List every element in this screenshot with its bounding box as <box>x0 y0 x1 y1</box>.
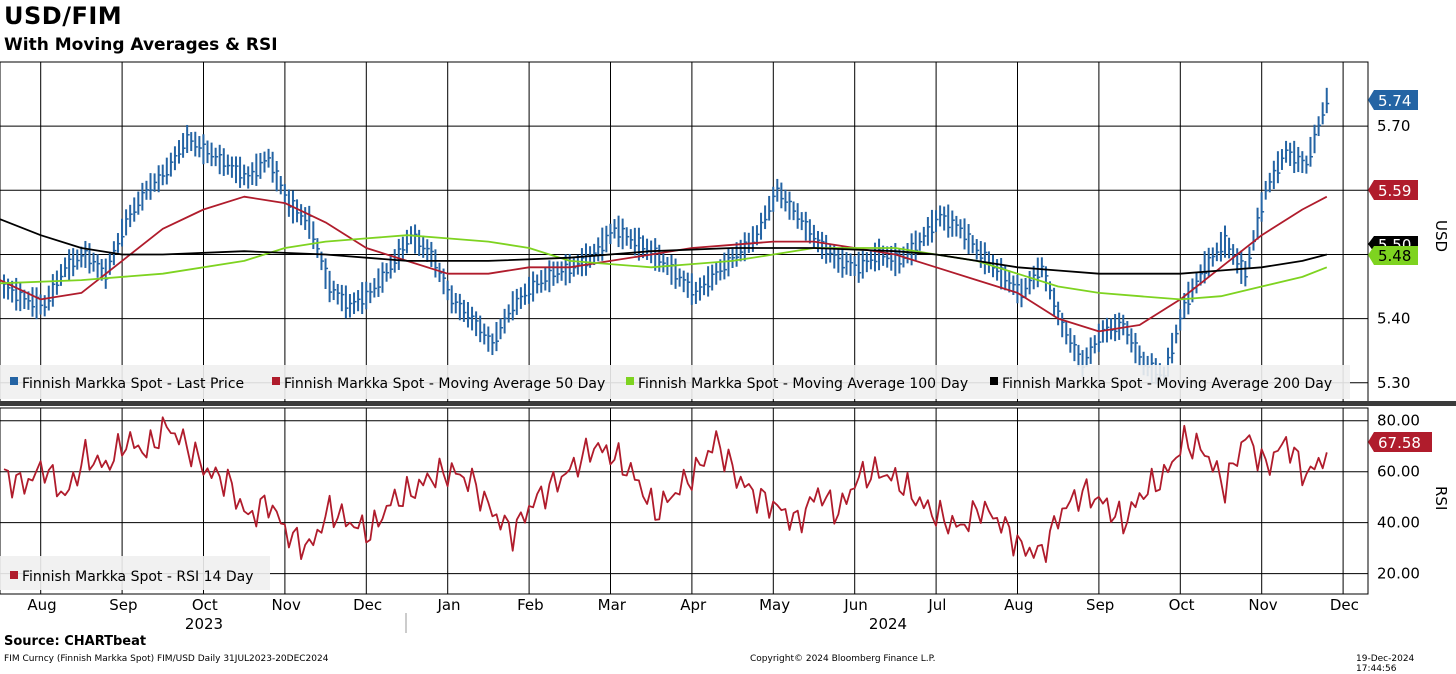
x-tick-label: Dec <box>1330 596 1359 614</box>
ma100-last-tag: 5.48 <box>1368 246 1418 265</box>
legend-label-ma200: Finnish Markka Spot - Moving Average 200… <box>1002 376 1332 392</box>
chart-subtitle: With Moving Averages & RSI <box>4 35 278 55</box>
rsi-legend: Finnish Markka Spot - RSI 14 Day <box>0 556 270 590</box>
x-tick-label: Apr <box>680 596 707 614</box>
grid-lines <box>0 62 1368 594</box>
price-panel-frame <box>0 61 1369 403</box>
x-tick-label: Aug <box>27 596 56 614</box>
price-last-tag: 5.74 <box>1368 90 1418 110</box>
x-tick-label: Mar <box>598 596 627 614</box>
x-tick-label: Sep <box>1086 596 1114 614</box>
ma50-last-value: 5.59 <box>1378 182 1411 200</box>
rsi-y-tick-label: 60.00 <box>1377 463 1420 481</box>
rsi-last-tag: 67.58 <box>1368 432 1432 452</box>
x-year-label: 2023 <box>185 615 223 633</box>
chart-figure: Aug Sep Oct Nov Dec Jan Feb Mar Apr May Jun Jul Aug S… <box>0 61 1456 633</box>
panel-divider[interactable] <box>0 401 1456 406</box>
x-tick-label: Nov <box>272 596 301 614</box>
price-y-tick-label: 5.30 <box>1377 374 1410 392</box>
rsi-line <box>3 416 1328 563</box>
ma50-last-tag: 5.59 <box>1368 180 1418 200</box>
x-tick-label: Aug <box>1004 596 1033 614</box>
rsi-y-tick-label: 80.00 <box>1377 412 1420 430</box>
x-tick-label: Nov <box>1248 596 1277 614</box>
rsi-last-value: 67.58 <box>1378 434 1421 452</box>
ma100-line <box>0 234 1328 301</box>
rsi-series-group <box>3 416 1328 563</box>
ma100-last-value: 5.48 <box>1378 247 1411 265</box>
price-last-value: 5.74 <box>1378 92 1411 110</box>
price-axis-title: USD <box>1432 220 1450 252</box>
x-tick-label: Sep <box>109 596 137 614</box>
price-legend: Finnish Markka Spot - Last Price Finnish… <box>0 365 1350 399</box>
x-tick-label: Dec <box>353 596 382 614</box>
legend-label-ma50: Finnish Markka Spot - Moving Average 50 … <box>284 376 605 392</box>
legend-swatch-ma200 <box>990 377 998 385</box>
ma200-line <box>0 218 1328 275</box>
legend-swatch-price <box>10 377 18 385</box>
x-tick-label: Jul <box>927 596 946 614</box>
legend-label-rsi: Finnish Markka Spot - RSI 14 Day <box>22 569 253 585</box>
x-tick-label: Jun <box>843 596 867 614</box>
rsi-panel-frame <box>0 407 1369 595</box>
x-tick-label: Oct <box>192 596 218 614</box>
legend-swatch-ma50 <box>272 377 280 385</box>
x-tick-label: Oct <box>1169 596 1195 614</box>
footer-description: FIM Curncy (Finnish Markka Spot) FIM/USD… <box>4 654 329 664</box>
chart-title: USD/FIM <box>4 2 123 30</box>
legend-label-ma100: Finnish Markka Spot - Moving Average 100… <box>638 376 968 392</box>
price-series-group <box>0 87 1330 386</box>
legend-swatch-ma100 <box>626 377 634 385</box>
x-tick-label: Jan <box>436 596 460 614</box>
x-tick-label: May <box>759 596 790 614</box>
footer-copyright: Copyright© 2024 Bloomberg Finance L.P. <box>750 654 936 664</box>
rsi-y-tick-label: 20.00 <box>1377 565 1420 583</box>
price-y-tick-label: 5.40 <box>1377 310 1410 328</box>
rsi-axis-title: RSI <box>1432 486 1450 510</box>
legend-label-price: Finnish Markka Spot - Last Price <box>22 376 244 392</box>
x-year-label: 2024 <box>869 615 907 633</box>
legend-swatch-rsi <box>10 571 18 579</box>
price-y-tick-label: 5.70 <box>1377 117 1410 135</box>
x-tick-label: Feb <box>517 596 544 614</box>
footer-timestamp: 19-Dec-2024 17:44:56 <box>1356 654 1415 674</box>
rsi-y-tick-label: 40.00 <box>1377 514 1420 532</box>
source-label: Source: CHARTbeat <box>4 634 147 649</box>
